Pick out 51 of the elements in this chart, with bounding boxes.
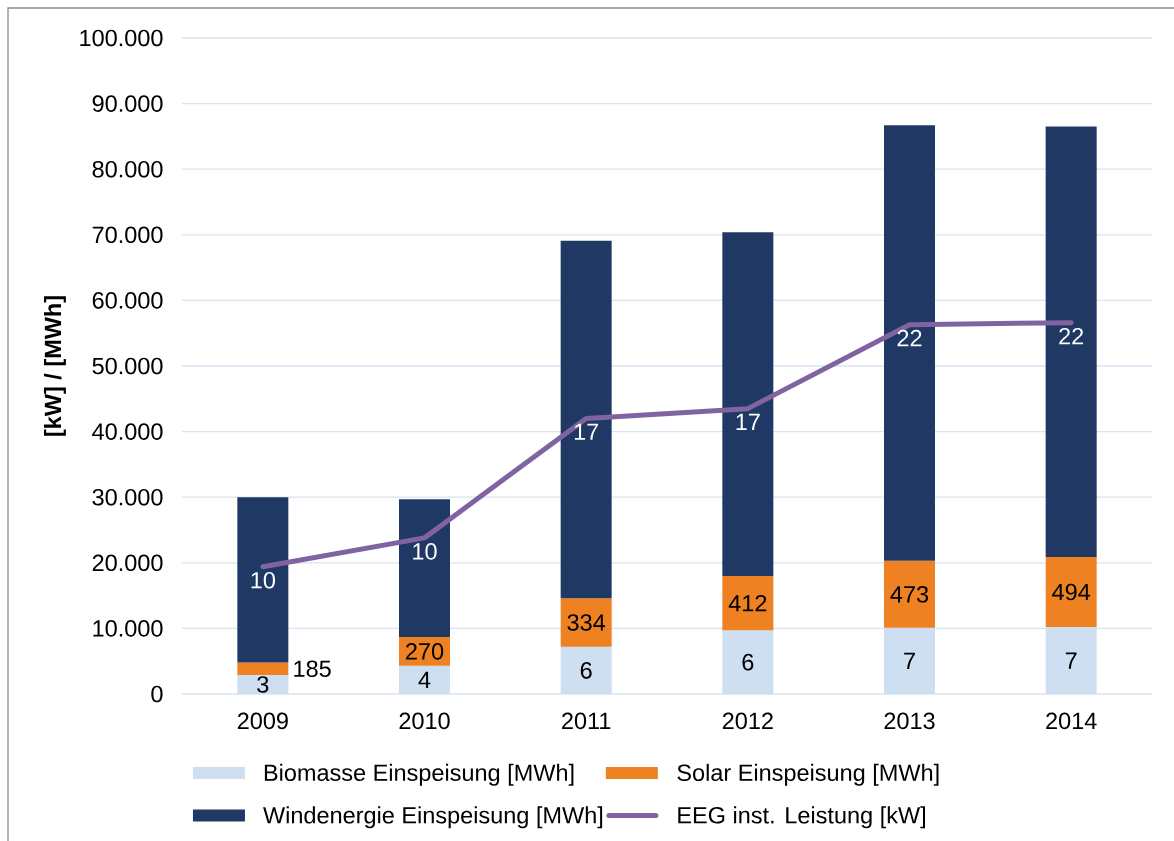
annotation: 6 xyxy=(742,653,754,671)
annotation: 7 xyxy=(1065,652,1077,669)
y-tick-label: 80.000 xyxy=(92,160,163,178)
bar xyxy=(237,662,289,675)
bar xyxy=(560,240,612,599)
y-tick-label: 90.000 xyxy=(92,95,163,112)
legend-label: Biomasse Einspeisung [MWh] xyxy=(264,763,574,786)
legend-label: EEG inst. Leistung [kW] xyxy=(678,806,925,829)
bar xyxy=(884,560,936,628)
bar xyxy=(722,232,774,576)
y-axis-title: [kW] / [MWh] xyxy=(43,296,66,436)
bar xyxy=(560,598,612,647)
legend-label: Windenergie Einspeisung [MWh] xyxy=(263,806,603,829)
annotation: 17 xyxy=(574,423,599,440)
bar xyxy=(1045,556,1097,628)
x-tick-label: 2010 xyxy=(399,712,450,730)
y-tick-label: 50.000 xyxy=(92,357,163,375)
annotation: 3 xyxy=(257,676,269,693)
bar xyxy=(722,575,774,631)
y-tick-label: 60.000 xyxy=(92,292,163,309)
annotation: 185 xyxy=(294,660,331,678)
x-tick-label: 2009 xyxy=(237,712,288,730)
y-tick-label: 40.000 xyxy=(92,423,163,440)
y-tick-label: 100.000 xyxy=(80,29,163,47)
y-tick-label: 0 xyxy=(151,685,163,703)
annotation: 494 xyxy=(1052,583,1091,601)
y-tick-label: 20.000 xyxy=(92,554,163,572)
legend-label: Solar Einspeisung [MWh] xyxy=(677,763,939,786)
y-tick-label: 10.000 xyxy=(93,620,163,637)
annotation: 7 xyxy=(904,652,915,669)
bar xyxy=(399,499,450,637)
annotation: 270 xyxy=(406,643,444,660)
annotation: 22 xyxy=(897,329,922,347)
y-tick-label: 30.000 xyxy=(92,488,163,506)
bar xyxy=(884,125,936,561)
bar xyxy=(1045,126,1097,557)
annotation: 334 xyxy=(567,614,606,631)
annotation: 6 xyxy=(580,662,592,679)
x-tick-label: 2014 xyxy=(1046,712,1097,730)
annotation: 10 xyxy=(413,543,437,560)
annotation: 4 xyxy=(418,671,431,688)
x-tick-label: 2011 xyxy=(562,712,611,730)
x-tick-label: 2012 xyxy=(722,712,773,730)
annotation: 10 xyxy=(251,571,275,589)
y-tick-label: 70.000 xyxy=(92,226,163,244)
bar xyxy=(237,497,289,663)
annotation: 17 xyxy=(736,413,760,431)
annotation: 412 xyxy=(728,594,767,612)
annotation: 473 xyxy=(890,585,929,603)
x-tick-label: 2013 xyxy=(884,712,935,730)
annotation: 22 xyxy=(1059,327,1084,345)
